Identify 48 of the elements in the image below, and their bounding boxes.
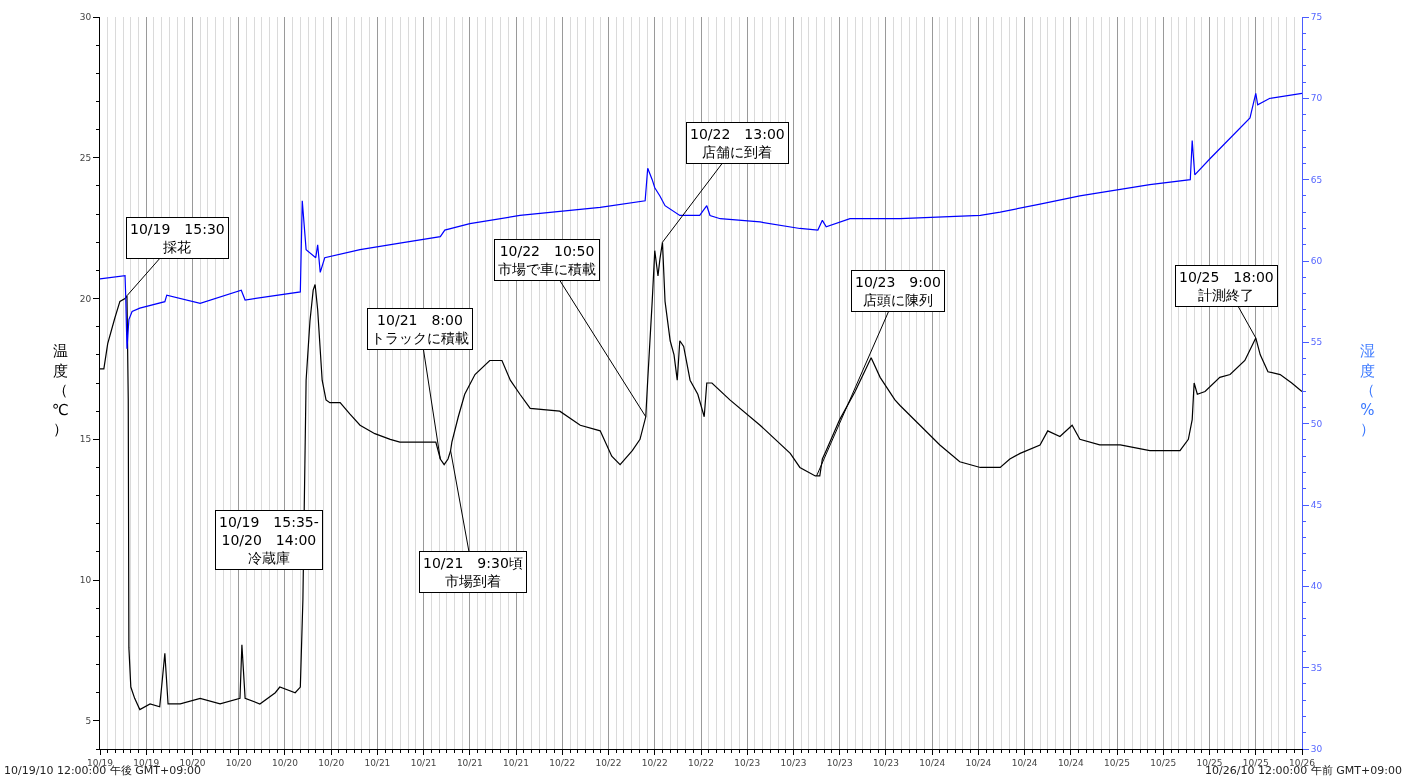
x-tick-label: 10/20 — [271, 757, 299, 768]
y2-axis-title: 湿度（%） — [1360, 342, 1375, 438]
annotation: 10/25 18:00 計測終了 — [1179, 269, 1274, 304]
x-tick-label: 10/22 — [641, 757, 668, 768]
x-tick-label: 10/25 — [1150, 757, 1177, 768]
y2-tick-label: 35 — [1310, 662, 1323, 673]
y2-tick-label: 60 — [1310, 256, 1323, 267]
y2-tick-label: 70 — [1310, 93, 1323, 104]
y2-tick-label: 40 — [1310, 581, 1323, 592]
x-tick-label: 10/24 — [965, 757, 992, 768]
annotation: 10/21 9:30頃市場到着 — [423, 555, 523, 590]
x-tick-label: 10/24 — [1011, 757, 1038, 768]
y-tick-label: 20 — [79, 293, 92, 304]
y2-tick-label: 30 — [1310, 744, 1323, 755]
x-tick-label: 10/22 — [688, 757, 714, 768]
y-tick-label: 15 — [79, 434, 92, 445]
y-tick-label: 25 — [79, 152, 92, 163]
y-tick-label: 30 — [79, 12, 92, 23]
x-tick-label: 10/22 — [549, 757, 576, 768]
x-tick-label: 10/20 — [225, 757, 252, 768]
x-tick-label: 10/21 — [364, 757, 391, 768]
x-tick-label: 10/20 — [318, 757, 345, 768]
y2-tick-label: 50 — [1310, 418, 1323, 429]
x-tick-label: 10/21 — [410, 757, 437, 768]
y-axis-title: 温度（℃） — [52, 342, 69, 438]
y2-tick-label: 75 — [1310, 12, 1323, 23]
x-tick-label: 10/21 — [503, 757, 530, 768]
x-tick-label: 10/23 — [872, 757, 899, 768]
y2-tick-label: 55 — [1310, 337, 1323, 348]
x-tick-label: 10/23 — [734, 757, 761, 768]
annotation: 10/21 8:00 トラックに積載 — [371, 312, 469, 347]
x-tick-label: 10/21 — [456, 757, 483, 768]
annotation: 10/22 10:50 市場で車に積載 — [498, 243, 596, 278]
x-tick-label: 10/26 — [1289, 757, 1316, 768]
x-tick-label: 10/24 — [919, 757, 946, 768]
y-tick-label: 5 — [85, 716, 92, 726]
annotation: 10/19 15:35- 10/20 14:00 冷蔵庫 — [219, 514, 319, 567]
x-tick-label: 10/24 — [1057, 757, 1085, 768]
y2-tick-label: 65 — [1310, 174, 1323, 185]
annotation: 10/23 9:00 店頭に陳列 — [855, 274, 941, 309]
annotation: 10/22 13:00 店舗に到着 — [690, 126, 785, 161]
y2-tick-label: 45 — [1310, 500, 1323, 511]
x-tick-label: 10/22 — [595, 757, 622, 768]
x-tick-label: 10/23 — [826, 757, 853, 768]
x-tick-label: 10/23 — [780, 757, 807, 768]
annotation: 10/19 15:30 採花 — [130, 221, 225, 256]
x-tick-label: 10/25 — [1104, 757, 1131, 768]
y-tick-label: 10 — [79, 575, 92, 586]
